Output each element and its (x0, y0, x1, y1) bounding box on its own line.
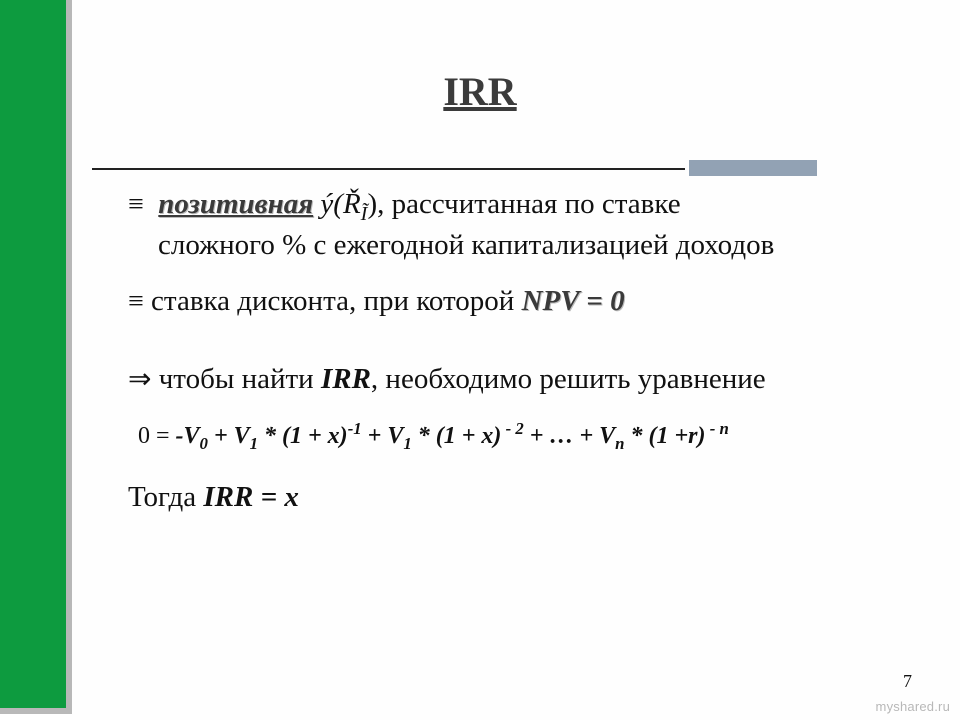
irr-word: IRR (321, 363, 371, 395)
irr-equals-x: IRR = x (203, 481, 299, 513)
bullet-4: Тогда IRR = x (128, 479, 928, 517)
implies-icon: ⇒ (128, 364, 151, 395)
text-frag-3b: , необходимо решить уравнение (371, 363, 766, 395)
npv-zero: NPV = 0 (522, 285, 625, 317)
eq-lhs: 0 = (138, 423, 176, 449)
watermark: myshared.ru (876, 699, 950, 714)
text-line1-cont: сложного % с ежегодной капитализацией до… (158, 227, 928, 265)
text-frag-2a: ставка дисконта, при которой (144, 285, 522, 317)
bullet-3: ⇒ чтобы найти IRR, необходимо решить ура… (128, 361, 928, 399)
text-frag-1b: ), рассчитанная по ставке (367, 188, 680, 220)
bullet-1: ≡ позитивная ý(ŘĨ), рассчитанная по став… (128, 186, 928, 265)
identical-icon: ≡ (128, 189, 144, 220)
bullet-2: ≡ ставка дисконта, при которой NPV = 0 (128, 283, 928, 321)
slide-title: IRR (0, 68, 960, 115)
text-frag-3a: чтобы найти (151, 363, 320, 395)
word-positive: позитивная (158, 188, 313, 220)
text-then: Тогда (128, 481, 203, 513)
title-accent-block (689, 160, 817, 176)
equation: 0 = -V0 + V1 * (1 + x)-1 + V1 * (1 + x) … (138, 418, 928, 455)
page-number: 7 (903, 671, 912, 692)
identical-icon: ≡ (128, 286, 144, 317)
slide-content: ≡ позитивная ý(ŘĨ), рассчитанная по став… (128, 186, 928, 535)
title-underline (92, 168, 685, 170)
text-frag-1a: ý(Ř (313, 188, 361, 220)
